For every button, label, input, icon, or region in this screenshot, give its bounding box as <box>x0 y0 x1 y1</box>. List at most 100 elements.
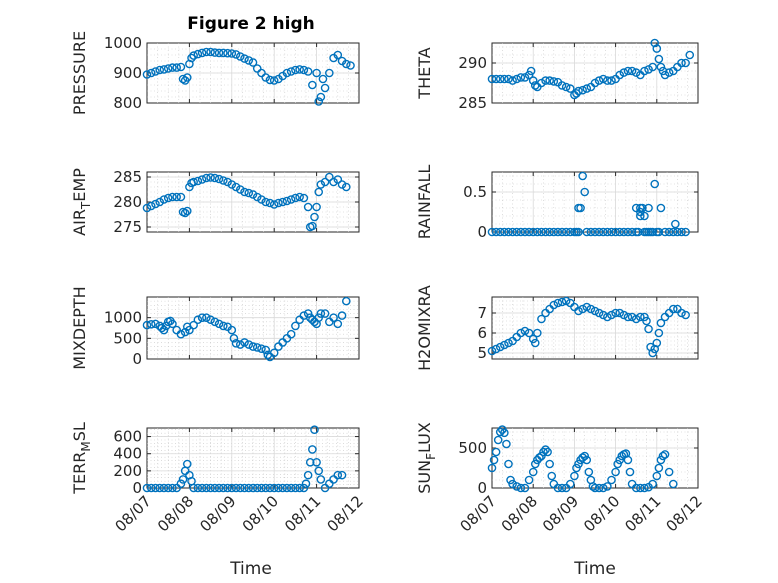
data-point-sun_flux <box>487 463 497 473</box>
data-point-h2omixra <box>627 312 637 322</box>
x-axis-label-left: Time <box>229 559 272 579</box>
data-point-mixdepth <box>248 342 258 351</box>
data-point-sun_flux <box>557 483 567 493</box>
data-point-sun_flux <box>598 483 608 493</box>
data-point-terr_msl <box>189 483 198 493</box>
y-axis-label-theta: THETA <box>415 47 434 99</box>
data-point-pressure <box>265 75 275 85</box>
data-point-air_temp <box>295 192 304 202</box>
data-point-air_temp <box>248 190 258 199</box>
data-point-pressure <box>176 62 186 72</box>
data-point-air_temp <box>291 193 300 203</box>
data-point-air_temp <box>231 182 241 192</box>
data-point-terr_msl <box>151 483 160 493</box>
data-point-h2omixra <box>654 328 664 338</box>
data-point-terr_msl <box>182 459 192 469</box>
data-point-air_temp <box>235 185 245 194</box>
data-point-rainfall <box>627 227 637 237</box>
data-point-theta <box>652 44 662 53</box>
x-tick-label: 08/10 <box>580 492 623 535</box>
data-point-mixdepth <box>314 313 324 322</box>
data-point-h2omixra <box>582 302 592 312</box>
y-axis-label-text: THETA <box>415 47 434 99</box>
data-point-h2omixra <box>636 312 645 322</box>
data-point-terr_msl <box>231 483 241 493</box>
x-tick-label: 08/11 <box>621 492 664 535</box>
data-point-pressure <box>269 76 279 85</box>
data-point-pressure <box>193 49 203 59</box>
data-point-pressure <box>202 47 211 57</box>
data-point-rainfall <box>520 227 530 237</box>
y-tick-label: 600 <box>113 428 142 446</box>
data-point-theta <box>487 74 497 84</box>
data-point-theta <box>594 76 604 85</box>
y-axis-label-subscript: F <box>424 453 438 460</box>
data-point-air_temp <box>341 182 351 192</box>
data-point-sun_flux <box>500 428 509 438</box>
data-point-pressure <box>240 54 249 63</box>
data-point-pressure <box>235 52 245 61</box>
data-point-terr_msl <box>265 483 275 493</box>
data-point-rainfall <box>603 227 612 237</box>
data-point-terr_msl <box>316 475 326 484</box>
data-point-theta <box>500 74 509 84</box>
data-point-theta <box>627 66 637 76</box>
y-tick-label: 0 <box>477 479 487 497</box>
data-point-h2omixra <box>677 308 686 318</box>
data-point-sun_flux <box>660 450 670 459</box>
data-point-rainfall <box>495 227 505 237</box>
data-point-h2omixra <box>623 312 633 322</box>
data-point-rainfall <box>574 227 583 237</box>
data-point-h2omixra <box>549 300 559 310</box>
data-point-terr_msl <box>163 483 173 493</box>
data-point-air_temp <box>202 173 211 183</box>
data-point-rainfall <box>636 211 645 221</box>
data-point-theta <box>565 84 575 93</box>
data-point-air_temp <box>314 187 324 197</box>
data-point-pressure <box>155 65 165 75</box>
data-point-sun_flux <box>493 435 503 445</box>
data-point-h2omixra <box>619 310 629 320</box>
data-point-pressure <box>206 47 215 57</box>
data-point-rainfall <box>582 227 592 237</box>
data-point-rainfall <box>650 179 660 189</box>
data-point-rainfall <box>681 227 690 237</box>
data-point-pressure <box>172 63 181 72</box>
data-point-rainfall <box>500 227 509 237</box>
data-point-pressure <box>286 67 296 76</box>
data-point-sun_flux <box>631 483 641 493</box>
data-point-rainfall <box>656 203 666 213</box>
data-point-air_temp <box>182 206 192 216</box>
data-point-air_temp <box>337 180 347 189</box>
data-point-pressure <box>291 65 300 75</box>
data-point-pressure <box>261 73 271 82</box>
data-point-h2omixra <box>668 304 678 314</box>
data-point-sun_flux <box>491 447 501 457</box>
data-point-rainfall <box>580 187 590 197</box>
data-point-air_temp <box>214 174 224 184</box>
data-point-mixdepth <box>333 319 343 329</box>
data-point-rainfall <box>533 227 542 237</box>
data-point-air_temp <box>210 173 220 183</box>
data-point-mixdepth <box>159 325 169 335</box>
data-point-air_temp <box>286 195 296 204</box>
data-point-mixdepth <box>291 321 300 331</box>
data-point-h2omixra <box>631 314 641 324</box>
data-point-pressure <box>325 68 334 78</box>
data-point-rainfall <box>673 227 682 237</box>
data-point-h2omixra <box>598 310 608 320</box>
y-tick-label: 1000 <box>104 309 142 327</box>
panel-h2omixra: 5 6 7 H2OMIXRA <box>415 285 699 371</box>
data-point-air_temp <box>240 187 249 197</box>
data-point-rainfall <box>528 227 538 237</box>
panel-air_temp: 275 280 285 AIRTEMP <box>70 168 360 236</box>
data-point-rainfall <box>512 227 522 237</box>
data-point-mixdepth <box>210 317 220 327</box>
data-point-sun_flux <box>565 479 575 489</box>
x-tick-label: 08/10 <box>239 492 282 535</box>
data-point-terr_msl <box>206 483 215 493</box>
y-axis-label-text: MIXDEPTH <box>70 286 89 369</box>
data-point-sun_flux <box>584 467 594 477</box>
data-point-terr_msl <box>244 483 254 493</box>
data-point-mixdepth <box>337 311 347 320</box>
